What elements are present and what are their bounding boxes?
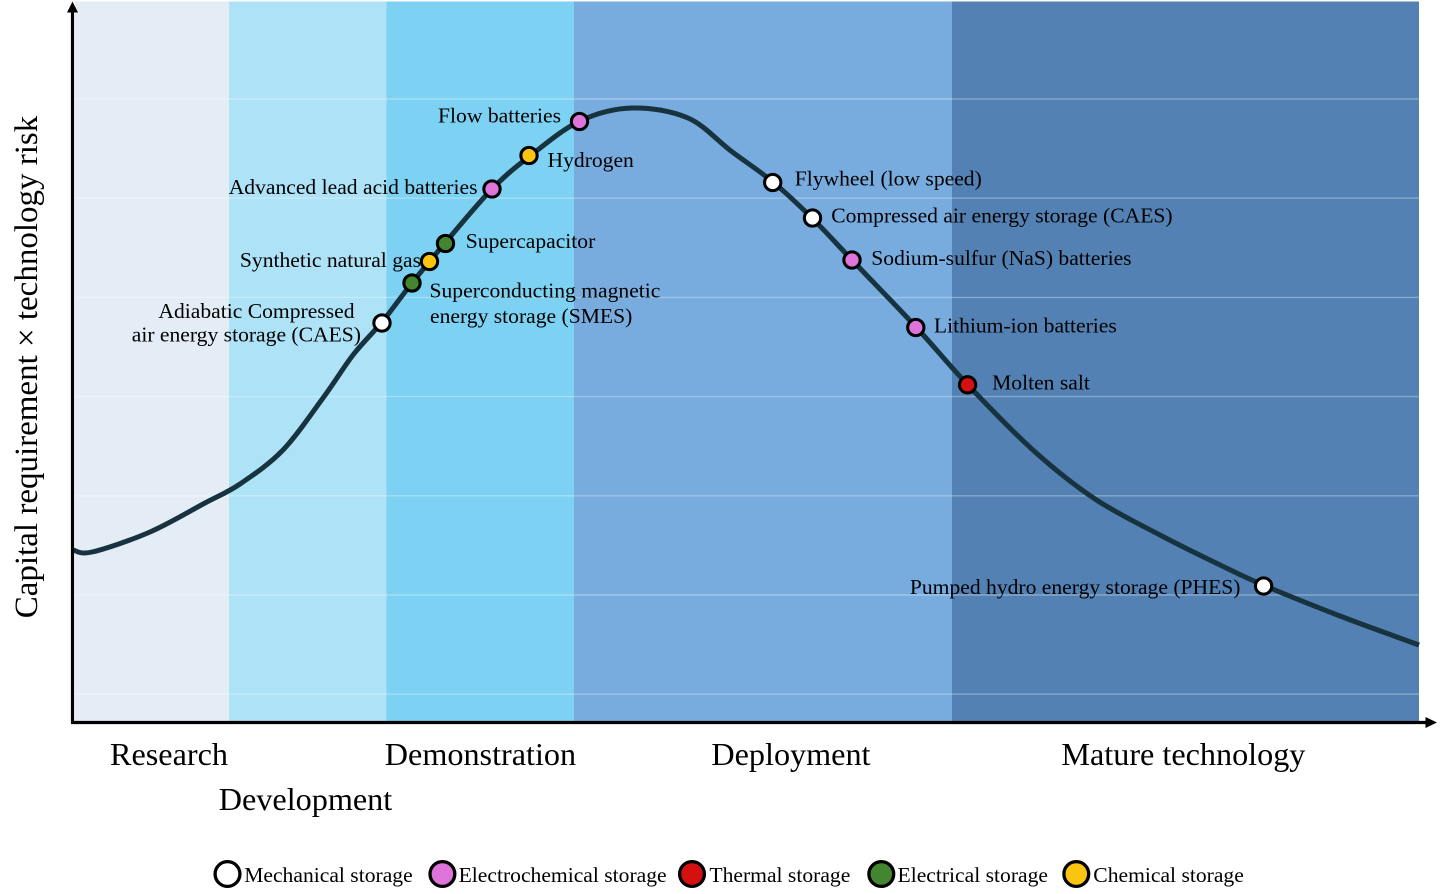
svg-text:Supercapacitor: Supercapacitor	[466, 229, 596, 253]
svg-text:Compressed air energy storage: Compressed air energy storage (CAES)	[831, 203, 1172, 227]
svg-text:Chemical storage: Chemical storage	[1093, 863, 1244, 887]
svg-text:Advanced lead acid batteries: Advanced lead acid batteries	[229, 175, 478, 199]
svg-text:Research: Research	[110, 736, 228, 772]
svg-text:Thermal storage: Thermal storage	[709, 863, 850, 887]
svg-text:Molten salt: Molten salt	[992, 371, 1090, 395]
svg-text:Flywheel (low speed): Flywheel (low speed)	[795, 167, 982, 191]
svg-text:Mature technology: Mature technology	[1061, 736, 1305, 772]
svg-text:Flow batteries: Flow batteries	[438, 104, 561, 128]
svg-text:Lithium-ion batteries: Lithium-ion batteries	[934, 313, 1117, 337]
svg-text:Electrical storage: Electrical storage	[898, 863, 1048, 887]
svg-text:Electrochemical storage: Electrochemical storage	[459, 863, 667, 887]
svg-text:Demonstration: Demonstration	[385, 736, 576, 772]
svg-text:Adiabatic Compressed: Adiabatic Compressed	[158, 299, 354, 323]
svg-text:Development: Development	[219, 781, 392, 817]
svg-text:energy storage (SMES): energy storage (SMES)	[430, 304, 632, 328]
svg-text:Capital requirement × technolo: Capital requirement × technology risk	[9, 115, 45, 618]
svg-text:Synthetic natural gas: Synthetic natural gas	[240, 248, 421, 272]
svg-text:Superconducting magnetic: Superconducting magnetic	[430, 279, 661, 303]
svg-text:Mechanical storage: Mechanical storage	[244, 863, 412, 887]
svg-text:air energy storage (CAES): air energy storage (CAES)	[132, 323, 361, 347]
svg-text:Pumped hydro energy storage (P: Pumped hydro energy storage (PHES)	[910, 575, 1241, 599]
svg-text:Deployment: Deployment	[711, 736, 870, 772]
svg-text:Sodium-sulfur (NaS) batteries: Sodium-sulfur (NaS) batteries	[871, 246, 1131, 270]
svg-text:Hydrogen: Hydrogen	[548, 148, 635, 172]
